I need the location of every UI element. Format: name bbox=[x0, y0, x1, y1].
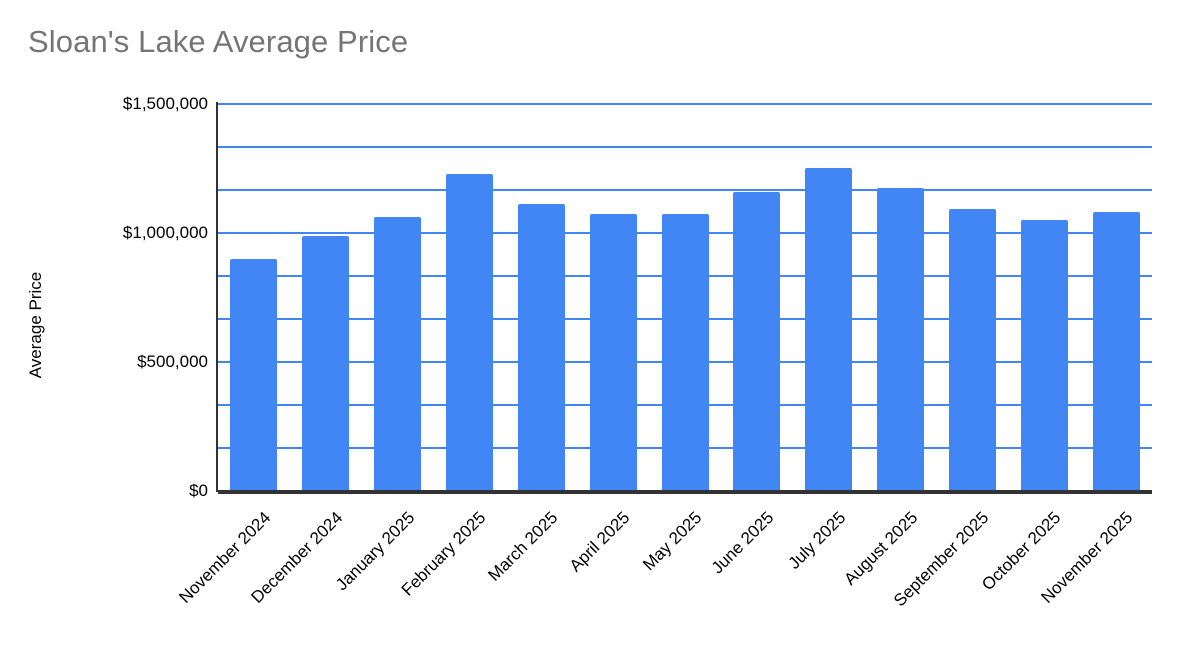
x-axis-tick-label: April 2025 bbox=[565, 507, 634, 576]
x-axis-tick-label: September 2025 bbox=[890, 507, 993, 611]
x-axis-tick-label: March 2025 bbox=[484, 507, 562, 585]
x-axis-tick-label: November 2025 bbox=[1037, 507, 1137, 607]
bar[interactable] bbox=[1092, 212, 1140, 491]
x-axis-tick-label: July 2025 bbox=[784, 507, 850, 573]
bar[interactable] bbox=[733, 192, 781, 491]
x-axis-tick-label: February 2025 bbox=[398, 507, 490, 600]
x-axis-tick-label: November 2024 bbox=[175, 507, 275, 607]
gridline bbox=[218, 103, 1152, 105]
bar[interactable] bbox=[1020, 220, 1068, 491]
x-axis-tick-label: August 2025 bbox=[839, 507, 921, 589]
bar[interactable] bbox=[661, 214, 709, 491]
bar[interactable] bbox=[948, 209, 996, 491]
y-axis-line bbox=[216, 102, 218, 492]
bar[interactable] bbox=[877, 188, 925, 491]
plot-area bbox=[218, 103, 1152, 492]
y-axis-tick-label: $1,000,000 bbox=[122, 223, 208, 242]
y-axis-tick-label: $500,000 bbox=[137, 352, 208, 371]
bar[interactable] bbox=[302, 236, 350, 491]
x-axis-tick-label: December 2024 bbox=[247, 507, 347, 607]
bar[interactable] bbox=[589, 214, 637, 491]
x-axis-tick-label: January 2025 bbox=[331, 507, 418, 595]
bar[interactable] bbox=[517, 204, 565, 491]
y-axis-tick-labels: $0 $500,000 $1,000,000 $1,500,000 bbox=[0, 0, 208, 664]
bar[interactable] bbox=[374, 217, 422, 491]
y-axis-tick-label: $0 bbox=[189, 481, 208, 500]
x-axis-tick-label: October 2025 bbox=[978, 507, 1065, 595]
bar[interactable] bbox=[445, 174, 493, 491]
x-axis-line bbox=[218, 490, 1152, 494]
gridline bbox=[218, 146, 1152, 148]
y-axis-tick-label: $1,500,000 bbox=[122, 94, 208, 113]
chart-title: Sloan's Lake Average Price bbox=[28, 24, 409, 59]
bar[interactable] bbox=[230, 259, 278, 491]
x-axis-tick-label: June 2025 bbox=[707, 507, 778, 578]
gridline bbox=[218, 188, 1152, 191]
x-axis-tick-label: May 2025 bbox=[639, 507, 706, 575]
bar[interactable] bbox=[805, 168, 853, 491]
